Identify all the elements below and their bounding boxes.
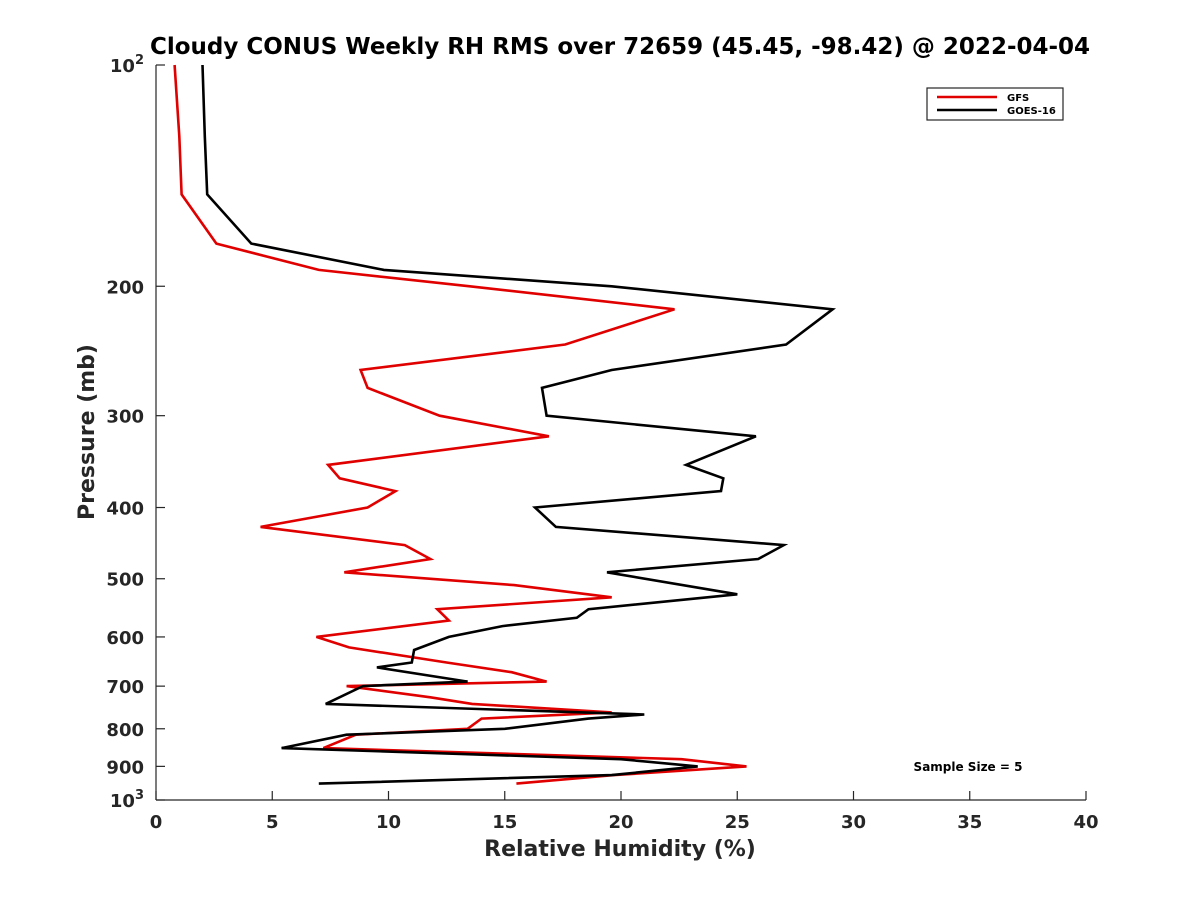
y-tick-label: 500 bbox=[106, 570, 144, 591]
y-tick-label: 300 bbox=[106, 407, 144, 428]
plot-area: 0 5 10 15 20 25 30 35 40 10220030040050060070080… bbox=[106, 53, 1098, 833]
chart-title: Cloudy CONUS Weekly RH RMS over 72659 (4… bbox=[150, 34, 1090, 60]
y-tick-label: 200 bbox=[106, 277, 144, 298]
y-tick-label: 103 bbox=[110, 788, 144, 812]
sample-size-annotation: Sample Size = 5 bbox=[914, 760, 1023, 774]
x-tick-label: 35 bbox=[957, 812, 982, 833]
y-tick-base: 10 bbox=[110, 791, 135, 812]
y-tick-label: 900 bbox=[106, 757, 144, 778]
x-tick-label: 25 bbox=[725, 812, 750, 833]
x-tick-label: 30 bbox=[841, 812, 866, 833]
series-line-gfs bbox=[173, 64, 747, 785]
x-ticks: 0 5 10 15 20 25 30 35 40 bbox=[150, 791, 1099, 833]
y-tick-label: 102 bbox=[110, 53, 144, 77]
y-tick-label: 700 bbox=[106, 677, 144, 698]
series-line-goes16 bbox=[201, 64, 837, 785]
y-tick-base: 10 bbox=[110, 56, 135, 77]
x-tick-label: 15 bbox=[492, 812, 517, 833]
x-tick-label: 0 bbox=[150, 812, 163, 833]
y-tick-label: 800 bbox=[106, 720, 144, 741]
x-tick-label: 5 bbox=[266, 812, 279, 833]
x-tick-label: 10 bbox=[376, 812, 401, 833]
legend-box bbox=[926, 87, 1064, 121]
x-tick-label: 40 bbox=[1073, 812, 1098, 833]
y-tick-exponent: 3 bbox=[135, 788, 144, 803]
y-axis-title: Pressure (mb) bbox=[75, 344, 100, 520]
legend: GFS GOES-16 bbox=[926, 87, 1064, 121]
series-lines bbox=[173, 64, 837, 785]
legend-label-gfs: GFS bbox=[1007, 93, 1029, 104]
legend-label-goes16: GOES-16 bbox=[1007, 106, 1056, 117]
x-tick-label: 20 bbox=[608, 812, 633, 833]
x-axis-title: Relative Humidity (%) bbox=[484, 837, 756, 862]
y-tick-label: 400 bbox=[106, 499, 144, 520]
y-tick-label: 600 bbox=[106, 628, 144, 649]
y-tick-exponent: 2 bbox=[135, 53, 144, 68]
